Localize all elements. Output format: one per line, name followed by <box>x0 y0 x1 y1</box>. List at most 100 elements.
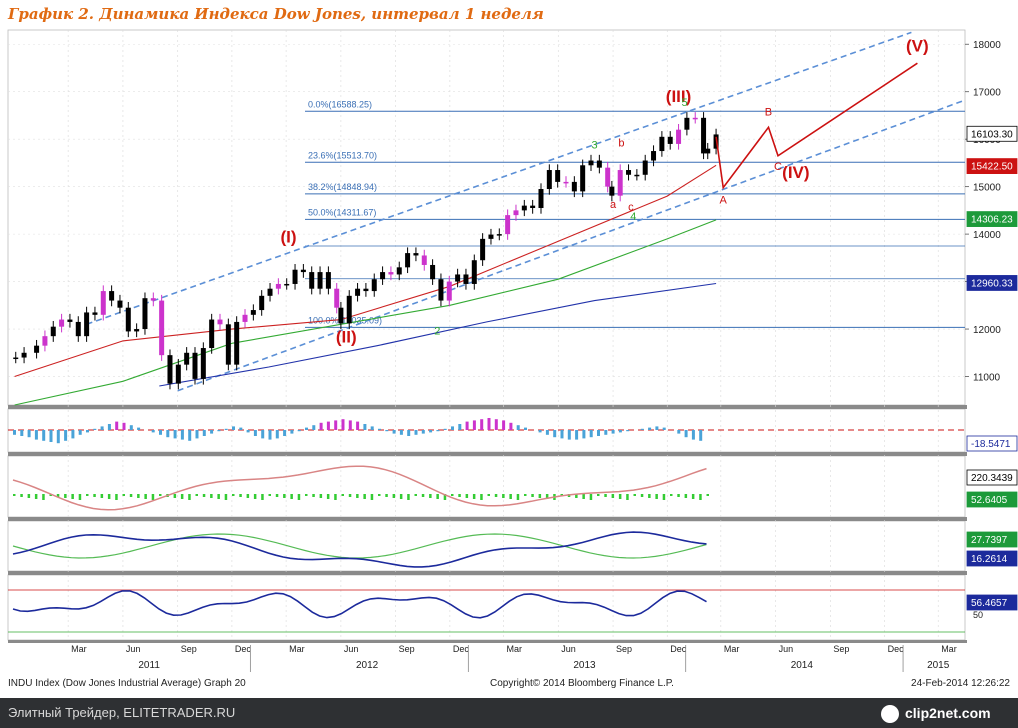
bloomberg-chart: 1800017000160001500014000130001200011000… <box>7 29 1018 672</box>
osc2-histogram-bar <box>575 494 578 498</box>
price-bar-body <box>317 272 323 289</box>
osc2-histogram-bar <box>151 494 155 500</box>
osc1-histogram-bar <box>71 430 75 439</box>
osc1-histogram-bar <box>414 430 418 435</box>
price-bar-body <box>167 355 173 384</box>
osc2-histogram-bar <box>429 494 432 498</box>
osc1-histogram-bar <box>443 428 447 430</box>
osc2-histogram-bar <box>465 494 469 498</box>
price-bar-body <box>34 345 40 353</box>
osc1-panel-frame <box>7 408 966 453</box>
clip2net-logo-icon <box>881 705 899 723</box>
osc2-histogram-bar <box>370 494 374 500</box>
price-bar-body <box>642 160 648 175</box>
osc1-histogram-bar <box>188 430 192 441</box>
price-bar-body <box>159 300 165 356</box>
fib-level-label: 38.2%(14848.94) <box>308 182 377 192</box>
osc1-histogram-bar <box>312 425 316 430</box>
osc2-histogram-bar <box>487 494 490 496</box>
y-tick-label: 11000 <box>973 373 1001 384</box>
price-bar-body <box>192 352 198 379</box>
y-tick-label: 14000 <box>973 230 1001 241</box>
osc1-histogram-bar <box>129 425 133 430</box>
value-label: 14306.23 <box>971 215 1013 226</box>
price-bar-body <box>150 298 156 301</box>
osc1-histogram-bar <box>13 430 16 435</box>
osc2-histogram-bar <box>49 494 52 496</box>
footer-copyright: Copyright© 2014 Bloomberg Finance L.P. <box>490 678 674 689</box>
price-bar-body <box>571 181 577 192</box>
osc2-histogram-bar <box>71 494 74 499</box>
osc2-histogram-bar <box>253 494 257 499</box>
osc2-histogram-bar <box>480 494 483 500</box>
value-label-box <box>966 435 1018 452</box>
osc1-histogram-bar <box>210 430 214 434</box>
osc2-histogram-bar <box>13 494 16 496</box>
osc2-histogram-bar <box>545 494 549 499</box>
osc2-histogram-bar <box>180 494 184 499</box>
price-bar-body <box>92 312 98 315</box>
osc1-histogram-bar <box>246 430 250 433</box>
osc2-histogram-bar <box>129 494 133 497</box>
osc1-histogram-bar <box>465 421 469 430</box>
osc2-histogram-bar <box>159 494 162 496</box>
osc1-histogram-bar <box>378 428 381 430</box>
osc1-histogram-bar <box>436 430 440 432</box>
osc2-histogram-bar <box>86 494 89 496</box>
x-tick-label: Jun <box>126 644 141 654</box>
osc2-histogram-bar <box>618 494 622 499</box>
osc2-histogram-bar <box>283 494 286 498</box>
osc1-histogram-bar <box>589 430 593 438</box>
osc2-histogram-bar <box>582 494 585 499</box>
value-label: -18.5471 <box>971 439 1011 450</box>
y-tick-label: 12000 <box>973 325 1001 336</box>
fib-level-label: 0.0%(16588.25) <box>308 99 372 109</box>
osc1-histogram-bar <box>348 420 352 430</box>
osc2-histogram-bar <box>589 494 593 500</box>
fib-level-label: 50.0%(14311.67) <box>308 207 376 217</box>
osc1-histogram-bar <box>458 424 462 430</box>
price-panel-frame <box>7 29 966 406</box>
wave-label: (IV) <box>782 163 809 182</box>
price-bar-body <box>75 321 81 337</box>
osc2-histogram-bar <box>319 494 323 498</box>
price-bar-body <box>396 267 402 275</box>
osc1-histogram-bar <box>107 424 111 430</box>
x-year-label: 2013 <box>573 660 596 671</box>
osc1-histogram-bar <box>49 430 53 442</box>
osc2-histogram-bar <box>239 494 242 497</box>
osc2-histogram-bar <box>173 494 177 498</box>
panel-separator <box>8 405 967 409</box>
price-bar-body <box>309 272 315 289</box>
osc2-histogram-bar <box>407 494 410 500</box>
osc1-histogram-bar <box>553 430 557 438</box>
price-bar-body <box>217 319 223 325</box>
price-bar-body <box>259 295 265 311</box>
price-bar-body <box>275 283 281 289</box>
osc1-histogram-bar <box>684 430 688 438</box>
osc2-histogram-bar <box>107 494 111 499</box>
wave-label: A <box>720 194 728 206</box>
osc1-histogram-bar <box>159 430 162 435</box>
panel-separator <box>8 452 967 456</box>
osc1-histogram-bar <box>173 430 177 439</box>
osc2-histogram-bar <box>64 494 67 498</box>
osc1-histogram-bar <box>567 430 571 440</box>
x-tick-label: Jun <box>344 644 359 654</box>
osc2-histogram-bar <box>531 494 534 497</box>
x-tick-label: Mar <box>724 644 740 654</box>
osc2-histogram-bar <box>42 494 45 500</box>
osc1-histogram-bar <box>137 427 141 430</box>
osc1-histogram-bar <box>217 430 221 432</box>
x-tick-label: Mar <box>71 644 87 654</box>
osc2-histogram-bar <box>20 494 23 497</box>
price-bar-body <box>480 238 486 261</box>
osc2-histogram-bar <box>115 494 118 500</box>
osc2-histogram-bar <box>691 494 695 499</box>
price-bar-body <box>184 352 190 365</box>
osc2-histogram-bar <box>144 494 147 499</box>
value-label-box <box>966 550 1018 567</box>
osc1-histogram-bar <box>480 419 484 430</box>
price-bar-body <box>250 310 256 315</box>
price-bar-body <box>109 291 115 301</box>
